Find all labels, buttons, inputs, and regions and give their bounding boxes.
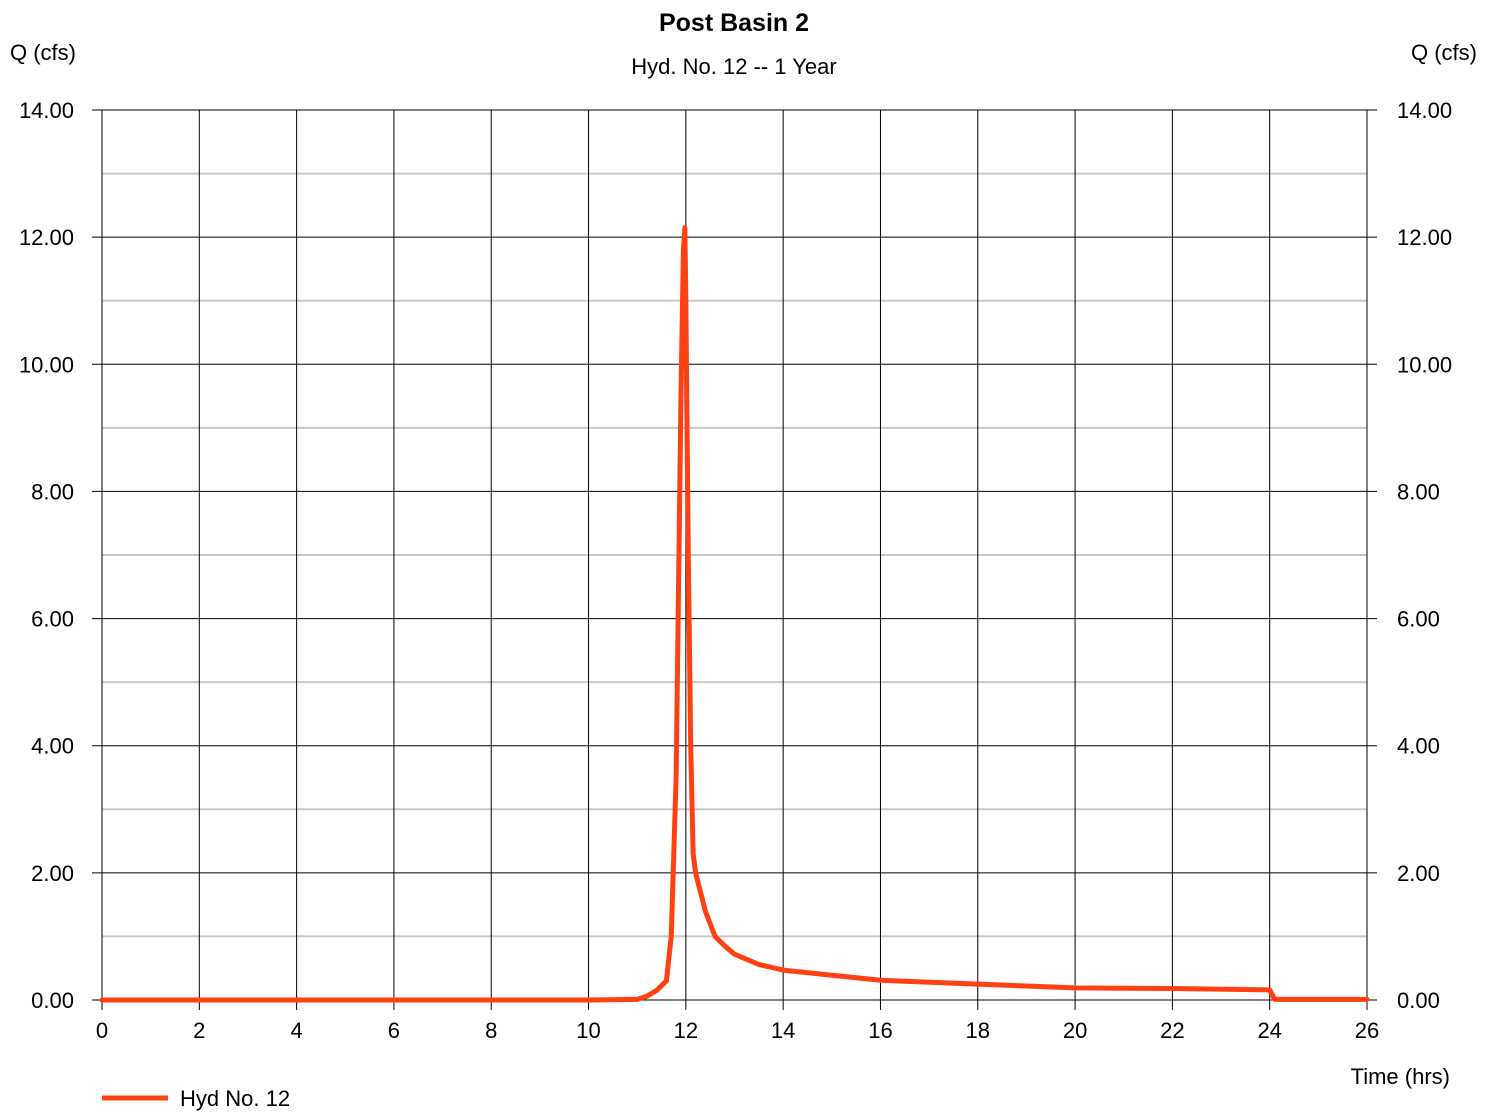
- y-tick-label-left: 14.00: [19, 98, 74, 123]
- x-tick-label: 14: [771, 1018, 795, 1043]
- y-tick-label-left: 4.00: [31, 734, 74, 759]
- y-tick-label-left: 10.00: [19, 352, 74, 377]
- x-tick-label: 6: [388, 1018, 400, 1043]
- y-tick-label-right: 6.00: [1397, 607, 1440, 632]
- x-tick-label: 0: [96, 1018, 108, 1043]
- y-axis-label-right: Q (cfs): [1411, 40, 1477, 65]
- minor-gridlines: [102, 172, 1367, 938]
- x-tick-label: 18: [966, 1018, 990, 1043]
- x-tick-label: 10: [576, 1018, 600, 1043]
- y-tick-labels-right: 0.00 2.00 4.00 6.00 8.00 10.00 12.00 14.00: [1397, 98, 1452, 1013]
- y-tick-label-right: 10.00: [1397, 352, 1452, 377]
- y-tick-label-left: 2.00: [31, 861, 74, 886]
- y-tick-labels-left: 0.00 2.00 4.00 6.00 8.00 10.00 12.00 14.00: [19, 98, 74, 1013]
- y-axis-label-left: Q (cfs): [10, 40, 76, 65]
- plot-frame: [101, 109, 1368, 1001]
- x-tick-label: 12: [674, 1018, 698, 1043]
- x-tick-label: 4: [290, 1018, 302, 1043]
- legend-label: Hyd No. 12: [180, 1086, 290, 1111]
- y-tick-label-left: 6.00: [31, 607, 74, 632]
- x-tick-label: 8: [485, 1018, 497, 1043]
- x-tick-label: 26: [1355, 1018, 1379, 1043]
- chart-title: Post Basin 2: [659, 9, 809, 37]
- y-tick-label-left: 12.00: [19, 225, 74, 250]
- y-tick-label-right: 12.00: [1397, 225, 1452, 250]
- x-tick-label: 2: [193, 1018, 205, 1043]
- series-line-hyd-12: [99, 225, 1370, 1003]
- x-tick-label: 20: [1063, 1018, 1087, 1043]
- y-tick-label-right: 4.00: [1397, 734, 1440, 759]
- legend: Hyd No. 12: [102, 1086, 290, 1111]
- chart-subtitle: Hyd. No. 12 -- 1 Year: [631, 54, 836, 79]
- y-tick-label-right: 2.00: [1397, 861, 1440, 886]
- x-tick-label: 24: [1257, 1018, 1281, 1043]
- series-group: [99, 225, 1370, 1003]
- x-tick-labels: 0 2 4 6 8 10 12 14 16 18 20 22 24 26: [96, 1018, 1379, 1043]
- y-tick-label-right: 8.00: [1397, 479, 1440, 504]
- major-gridlines: [92, 109, 1377, 1010]
- y-tick-label-left: 8.00: [31, 479, 74, 504]
- y-tick-label-right: 0.00: [1397, 988, 1440, 1013]
- x-axis-label: Time (hrs): [1351, 1064, 1450, 1089]
- y-tick-label-right: 14.00: [1397, 98, 1452, 123]
- y-tick-label-left: 0.00: [31, 988, 74, 1013]
- x-tick-label: 22: [1160, 1018, 1184, 1043]
- x-tick-label: 16: [868, 1018, 892, 1043]
